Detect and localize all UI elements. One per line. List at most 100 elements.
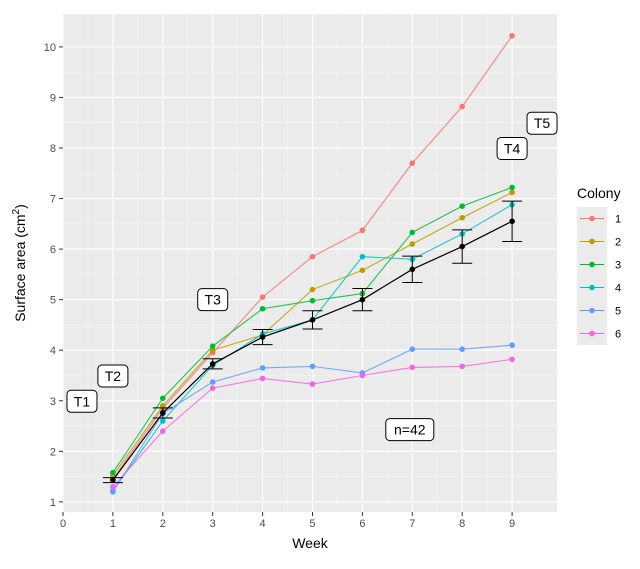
mean-point: [409, 266, 416, 273]
annotation-box: [197, 288, 229, 312]
point-colony-1: [259, 294, 266, 300]
legend-key-point: [589, 330, 595, 337]
point-colony-4: [359, 253, 366, 260]
point-colony-6: [259, 375, 266, 382]
mean-series: [102, 200, 523, 484]
mean-point: [309, 317, 316, 323]
legend-key-point: [589, 284, 595, 291]
point-colony-3: [409, 229, 416, 236]
y-tick-label: 4: [50, 345, 56, 357]
annotation-box: [526, 111, 558, 135]
point-colony-5: [209, 379, 216, 385]
y-axis-title-superscript: 2: [11, 208, 22, 214]
annotation-t4: T4: [496, 136, 528, 160]
point-colony-3: [259, 305, 266, 312]
y-tick-label: 6: [50, 244, 56, 256]
annotation-box: [496, 136, 528, 160]
point-colony-3: [110, 469, 116, 476]
x-tick-label: 2: [160, 518, 166, 530]
legend-item-6: 6: [577, 322, 621, 345]
annotation-t1: T1: [66, 389, 98, 413]
point-colony-4: [159, 418, 166, 424]
point-colony-6: [110, 483, 116, 490]
legend-label: 5: [615, 306, 621, 318]
mean-point: [259, 334, 266, 340]
annotations: T1 T2 T3 T4 T5 n=42: [66, 111, 558, 442]
legend-key-point: [589, 261, 595, 268]
legend-item-2: 2: [577, 230, 621, 253]
x-tick-label: 8: [459, 518, 465, 530]
point-colony-1: [509, 32, 515, 39]
mean-point: [110, 477, 116, 483]
point-colony-1: [409, 160, 416, 166]
annotation-t3: T3: [197, 288, 229, 312]
point-colony-5: [110, 488, 116, 495]
y-tick-label: 10: [44, 42, 56, 54]
mean-point: [209, 361, 216, 367]
mean-point: [459, 243, 465, 250]
y-tick-label: 2: [50, 446, 56, 458]
annotation-label: T4: [504, 140, 521, 156]
point-colony-5: [509, 342, 515, 348]
legend-key-point: [589, 215, 595, 222]
point-colony-3: [509, 184, 515, 191]
annotation-label: T5: [534, 115, 551, 131]
legend-key-point: [589, 238, 595, 245]
point-colony-6: [459, 363, 465, 370]
y-axis-title-text: Surface area (cm: [12, 214, 28, 321]
annotation-label: T3: [205, 292, 222, 308]
annotation-n-42: n=42: [385, 418, 435, 442]
point-colony-1: [309, 253, 316, 260]
x-tick-label: 7: [409, 518, 415, 530]
legend-item-1: 1: [577, 207, 621, 230]
legend-item-5: 5: [577, 299, 621, 322]
y-axis-title: Surface area (cm2): [11, 204, 28, 322]
point-colony-2: [409, 241, 416, 247]
point-colony-2: [159, 403, 166, 409]
legend-label: 2: [615, 237, 621, 249]
legend-item-3: 3: [577, 253, 621, 276]
y-tick-label: 8: [50, 143, 56, 155]
point-colony-6: [509, 356, 515, 363]
x-tick-label: 1: [110, 518, 116, 530]
point-colony-5: [309, 363, 316, 370]
annotation-box: [66, 389, 98, 413]
point-colony-6: [309, 381, 316, 387]
point-colony-3: [309, 297, 316, 304]
annotation-t2: T2: [97, 364, 129, 388]
x-tick-label: 6: [359, 518, 365, 530]
x-tick-label: 3: [210, 518, 216, 530]
point-colony-1: [459, 103, 465, 110]
y-tick-label: 7: [50, 194, 56, 206]
point-colony-6: [209, 385, 216, 391]
annotation-label: n=42: [394, 422, 426, 438]
point-colony-6: [159, 428, 166, 434]
point-colony-3: [209, 343, 216, 349]
point-colony-6: [409, 364, 416, 371]
annotation-box: [385, 418, 435, 442]
annotation-label: T2: [105, 368, 122, 384]
legend-label: 6: [615, 329, 621, 341]
x-tick-label: 5: [309, 518, 315, 530]
annotation-box: [97, 364, 129, 388]
point-colony-1: [359, 227, 366, 234]
gridlines: [62, 14, 557, 512]
legend-label: 4: [615, 283, 621, 295]
mean-point: [159, 410, 166, 416]
point-colony-5: [409, 346, 416, 353]
point-colony-3: [459, 203, 465, 209]
y-axis-title-end: ): [12, 204, 28, 209]
point-colony-3: [159, 395, 166, 402]
mean-point: [359, 296, 366, 303]
point-colony-5: [459, 346, 465, 353]
point-colony-2: [309, 286, 316, 293]
legend-label: 3: [615, 260, 621, 272]
mean-point: [509, 218, 515, 225]
x-tick-label: 9: [509, 518, 515, 530]
y-tick-label: 1: [50, 497, 56, 509]
point-colony-2: [209, 347, 216, 354]
legend-item-4: 4: [577, 276, 621, 299]
legend-label: 1: [615, 214, 621, 226]
